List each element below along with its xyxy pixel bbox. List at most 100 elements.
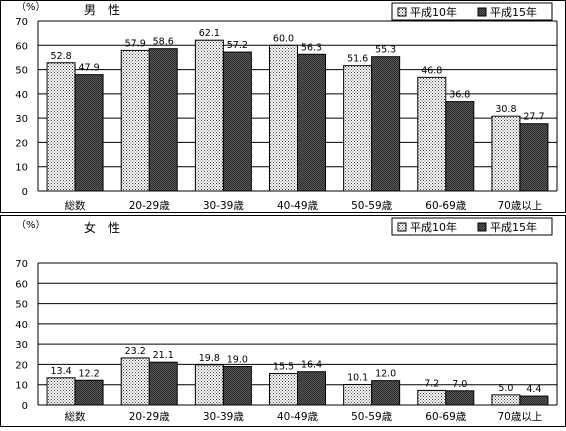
bar-series2 bbox=[148, 48, 178, 192]
y-tick-label: 20 bbox=[15, 360, 28, 371]
bar-series1 bbox=[46, 62, 76, 192]
data-label: 36.8 bbox=[449, 90, 470, 101]
legend-swatch bbox=[477, 7, 487, 17]
x-category-label: 40-49歳 bbox=[277, 411, 319, 423]
x-category-label: 50-59歳 bbox=[351, 200, 393, 212]
y-tick-label: 50 bbox=[15, 66, 28, 77]
y-tick-label: 40 bbox=[15, 320, 28, 331]
bar-series2 bbox=[222, 365, 252, 406]
data-label: 57.9 bbox=[125, 38, 146, 49]
x-category-label: 60-69歳 bbox=[425, 200, 467, 212]
x-category-label: 40-49歳 bbox=[277, 200, 319, 212]
chart-title: 女 性 bbox=[84, 220, 120, 235]
bar-series1 bbox=[194, 39, 224, 192]
bar-series2 bbox=[445, 101, 475, 192]
y-tick-label: 40 bbox=[15, 90, 28, 101]
y-tick-label: 30 bbox=[15, 114, 28, 125]
x-category-label: 50-59歳 bbox=[351, 411, 393, 423]
legend-swatch bbox=[477, 222, 487, 232]
data-label: 52.8 bbox=[50, 51, 71, 62]
legend-label: 平成15年 bbox=[490, 220, 537, 234]
data-label: 30.8 bbox=[495, 104, 516, 115]
bar-series1 bbox=[343, 384, 373, 406]
data-label: 19.8 bbox=[199, 353, 220, 364]
y-tick-label: 70 bbox=[15, 259, 28, 270]
bar-series2 bbox=[74, 379, 104, 406]
legend-box bbox=[391, 2, 553, 21]
x-category-label: 総数 bbox=[65, 410, 86, 423]
x-category-label: 30-39歳 bbox=[203, 200, 245, 212]
y-tick-label: 50 bbox=[15, 300, 28, 311]
data-label: 62.1 bbox=[199, 28, 220, 39]
legend-label: 平成10年 bbox=[410, 220, 457, 234]
x-category-label: 60-69歳 bbox=[425, 411, 467, 423]
data-label: 57.2 bbox=[227, 40, 248, 51]
data-label: 12.2 bbox=[78, 368, 99, 379]
data-label: 12.0 bbox=[375, 369, 396, 380]
bar-series1 bbox=[491, 394, 521, 406]
data-label: 15.5 bbox=[273, 362, 294, 373]
bar-series2 bbox=[297, 53, 326, 192]
y-tick-label: 0 bbox=[22, 187, 28, 198]
bar-series1 bbox=[269, 44, 298, 192]
bar-series1 bbox=[491, 115, 521, 192]
x-category-label: 70歳以上 bbox=[497, 200, 542, 212]
data-label: 21.1 bbox=[153, 350, 174, 361]
data-label: 27.7 bbox=[523, 112, 544, 123]
y-unit-label: （%） bbox=[16, 219, 46, 231]
y-tick-label: 0 bbox=[22, 401, 28, 412]
x-category-label: 20-29歳 bbox=[129, 411, 171, 423]
legend-label: 平成15年 bbox=[490, 5, 537, 19]
legend-swatch bbox=[397, 222, 407, 232]
legend-label: 平成10年 bbox=[410, 5, 457, 19]
data-label: 16.4 bbox=[301, 360, 322, 371]
bar-series1 bbox=[343, 65, 373, 192]
bar-series1 bbox=[194, 364, 224, 406]
bar-series1 bbox=[120, 357, 150, 406]
data-label: 58.6 bbox=[153, 37, 174, 48]
y-tick-label: 10 bbox=[15, 163, 28, 174]
x-category-label: 70歳以上 bbox=[497, 411, 542, 423]
data-label: 51.6 bbox=[347, 54, 368, 65]
data-label: 10.1 bbox=[347, 373, 368, 384]
bar-series2 bbox=[74, 74, 104, 192]
legend-box bbox=[391, 217, 553, 236]
data-label: 47.9 bbox=[78, 63, 99, 74]
y-unit-label: （%） bbox=[16, 1, 46, 13]
chart-panel-1: 0 10 20 30 40 50 60 70 （%） 男 性 52.8 47.9 総数 57.9 58.6 2… bbox=[0, 0, 566, 213]
data-label: 23.2 bbox=[125, 346, 146, 357]
bar-series2 bbox=[519, 395, 549, 406]
bar-series1 bbox=[417, 76, 447, 192]
y-tick-label: 20 bbox=[15, 138, 28, 149]
data-label: 7.2 bbox=[424, 378, 439, 389]
legend-swatch bbox=[397, 7, 407, 17]
y-tick-label: 30 bbox=[15, 340, 28, 351]
data-label: 46.8 bbox=[421, 65, 442, 76]
x-category-label: 30-39歳 bbox=[203, 411, 245, 423]
bar-series2 bbox=[371, 56, 401, 192]
data-label: 7.0 bbox=[452, 379, 467, 390]
data-label: 4.4 bbox=[526, 384, 541, 395]
bar-series2 bbox=[148, 361, 178, 406]
bar-series1 bbox=[120, 49, 150, 192]
y-tick-label: 60 bbox=[15, 279, 28, 290]
bar-series1 bbox=[269, 373, 298, 406]
chart-title: 男 性 bbox=[84, 3, 120, 17]
bar-series2 bbox=[519, 123, 549, 192]
chart-panel-2: 0 10 20 30 40 50 60 70 （%） 女 性 13.4 12.2 総数 23.2 21.1 2… bbox=[0, 215, 566, 427]
bar-series2 bbox=[445, 390, 475, 406]
y-tick-label: 10 bbox=[15, 381, 28, 392]
data-label: 56.3 bbox=[301, 42, 322, 53]
y-tick-label: 70 bbox=[15, 17, 28, 28]
bar-series2 bbox=[371, 380, 401, 406]
bar-series2 bbox=[222, 51, 252, 192]
data-label: 55.3 bbox=[375, 45, 396, 56]
x-category-label: 総数 bbox=[65, 199, 86, 212]
data-label: 13.4 bbox=[50, 366, 71, 377]
bar-series1 bbox=[46, 377, 76, 406]
x-category-label: 20-29歳 bbox=[129, 200, 171, 212]
data-label: 5.0 bbox=[498, 383, 513, 394]
bar-series1 bbox=[417, 389, 447, 406]
